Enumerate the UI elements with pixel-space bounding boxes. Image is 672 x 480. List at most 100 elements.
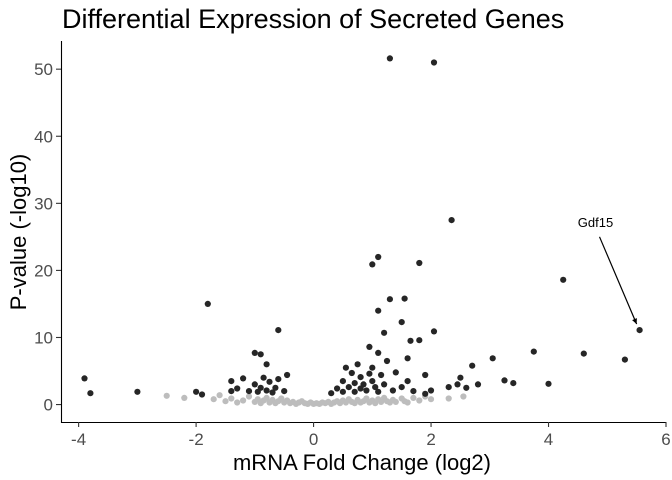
gene-point-significant (407, 337, 414, 344)
y-tick-label: 50 (34, 60, 53, 79)
gene-point-not-significant (240, 397, 247, 404)
gene-point-significant (416, 337, 423, 344)
gene-point-significant (240, 375, 247, 382)
gene-point-significant (251, 381, 258, 388)
gene-point-not-significant (392, 398, 399, 405)
gene-point-significant (366, 370, 373, 377)
gene-point-significant (204, 300, 211, 307)
not-significant-points (163, 392, 467, 407)
gene-point-significant (430, 328, 438, 335)
x-tick-label: -4 (71, 430, 86, 449)
gene-point-significant (87, 390, 94, 397)
gene-point-not-significant (222, 398, 229, 405)
y-tick-label: 10 (34, 328, 53, 347)
gdf15-annotation-arrow (598, 236, 638, 325)
gene-point-significant (351, 388, 358, 395)
gene-point-significant (463, 384, 470, 391)
gene-point-significant (228, 378, 235, 385)
plot-area: Gdf15 (81, 55, 643, 407)
gene-point-significant (81, 375, 88, 382)
gene-point-not-significant (427, 396, 435, 403)
gene-point-significant (284, 371, 291, 379)
gene-point-significant (134, 388, 141, 395)
x-tick-label: 4 (544, 430, 553, 449)
gene-point-significant (401, 295, 408, 302)
gene-point-not-significant (216, 392, 223, 399)
gene-point-significant (263, 361, 270, 368)
gene-point-significant (445, 384, 452, 391)
gene-point-significant (381, 329, 388, 336)
gene-point-significant (193, 388, 200, 395)
gene-point-significant (348, 369, 355, 377)
gene-point-significant (545, 380, 552, 387)
gene-point-significant (360, 381, 367, 388)
gene-point-significant (275, 327, 282, 334)
gene-point-significant (621, 356, 629, 363)
gene-point-significant (275, 376, 282, 383)
x-tick-label: 2 (426, 430, 435, 449)
gene-point-significant (404, 355, 411, 362)
gene-point-significant (454, 381, 461, 388)
gene-point-not-significant (416, 397, 423, 404)
gene-point-significant (342, 364, 349, 371)
y-tick-label: 40 (34, 127, 53, 146)
gene-point-significant (366, 343, 373, 350)
gene-point-significant (386, 296, 393, 303)
gene-point-significant (334, 385, 341, 392)
gene-point-significant (422, 371, 429, 379)
gene-point-significant (260, 374, 267, 381)
y-tick-label: 30 (34, 194, 53, 213)
gene-point-significant (427, 387, 435, 394)
gene-point-significant (474, 381, 482, 388)
gene-point-significant (339, 388, 346, 395)
gene-point-significant (383, 357, 391, 365)
y-tick-label: 0 (44, 396, 53, 415)
gene-point-significant (422, 390, 429, 397)
gene-point-significant (363, 387, 370, 394)
gene-point-significant (375, 307, 382, 314)
x-axis-title: mRNA Fold Change (log2) (233, 450, 491, 475)
gene-point-significant (375, 349, 382, 356)
gene-point-significant (381, 381, 388, 388)
gene-point-significant (351, 380, 358, 387)
gene-point-significant (263, 387, 270, 394)
gene-point-not-significant (210, 396, 217, 403)
gene-point-significant (501, 377, 508, 384)
gene-point-significant (410, 388, 417, 395)
gene-point-significant (386, 55, 393, 62)
gene-point-significant (345, 384, 352, 391)
gene-point-significant (378, 371, 385, 379)
gene-point-significant (257, 384, 264, 391)
gene-point-not-significant (245, 393, 253, 400)
gene-point-not-significant (445, 395, 452, 402)
gene-point-significant (580, 350, 587, 357)
gene-point-significant (281, 388, 288, 395)
gene-point-significant (272, 384, 279, 391)
gene-point-not-significant (263, 394, 270, 401)
gene-point-significant (266, 378, 273, 385)
gene-point-significant (636, 327, 643, 334)
gene-point-significant (457, 374, 464, 381)
significant-points (81, 55, 643, 398)
gene-point-significant (398, 319, 405, 326)
gene-point-not-significant (404, 399, 411, 406)
y-tick-label: 20 (34, 261, 53, 280)
gene-point-significant (372, 384, 379, 391)
gene-point-significant (530, 348, 537, 355)
gene-point-significant (510, 380, 517, 387)
x-tick-label: 0 (309, 430, 318, 449)
gene-point-significant (328, 390, 335, 397)
x-tick-label: 6 (661, 430, 670, 449)
gene-point-significant (257, 351, 264, 358)
gene-point-significant (251, 349, 258, 356)
gene-point-significant (375, 253, 382, 261)
gene-point-significant (392, 369, 399, 376)
gdf15-annotation-label: Gdf15 (578, 215, 613, 230)
gene-point-significant (369, 261, 376, 268)
gene-point-significant (416, 259, 423, 267)
arrowhead-icon (632, 318, 637, 325)
gene-point-significant (369, 378, 376, 385)
annotations: Gdf15 (578, 215, 638, 325)
gene-point-not-significant (228, 395, 235, 402)
